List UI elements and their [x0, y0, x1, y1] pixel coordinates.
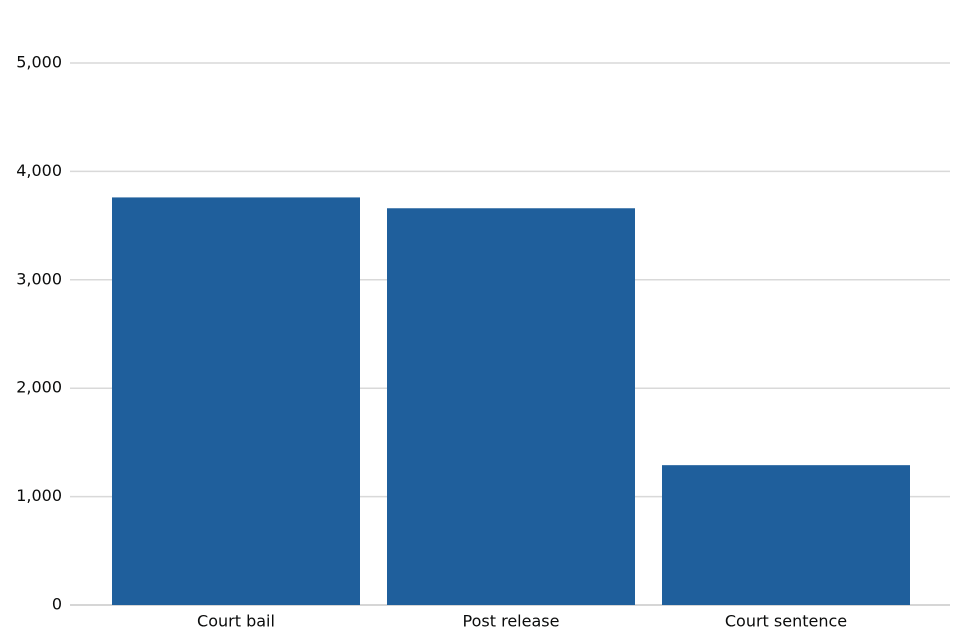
bar	[387, 208, 635, 606]
y-tick-label: 0	[52, 595, 62, 614]
x-tick-label: Court sentence	[725, 612, 847, 631]
x-tick-label: Post release	[463, 612, 560, 631]
bar	[112, 197, 360, 605]
y-tick-label: 2,000	[16, 378, 62, 397]
bar	[662, 465, 910, 605]
y-tick-label: 1,000	[16, 486, 62, 505]
x-tick-label: Court bail	[197, 612, 275, 631]
y-tick-label: 5,000	[16, 53, 62, 72]
y-tick-label: 3,000	[16, 269, 62, 288]
y-tick-label: 4,000	[16, 161, 62, 180]
